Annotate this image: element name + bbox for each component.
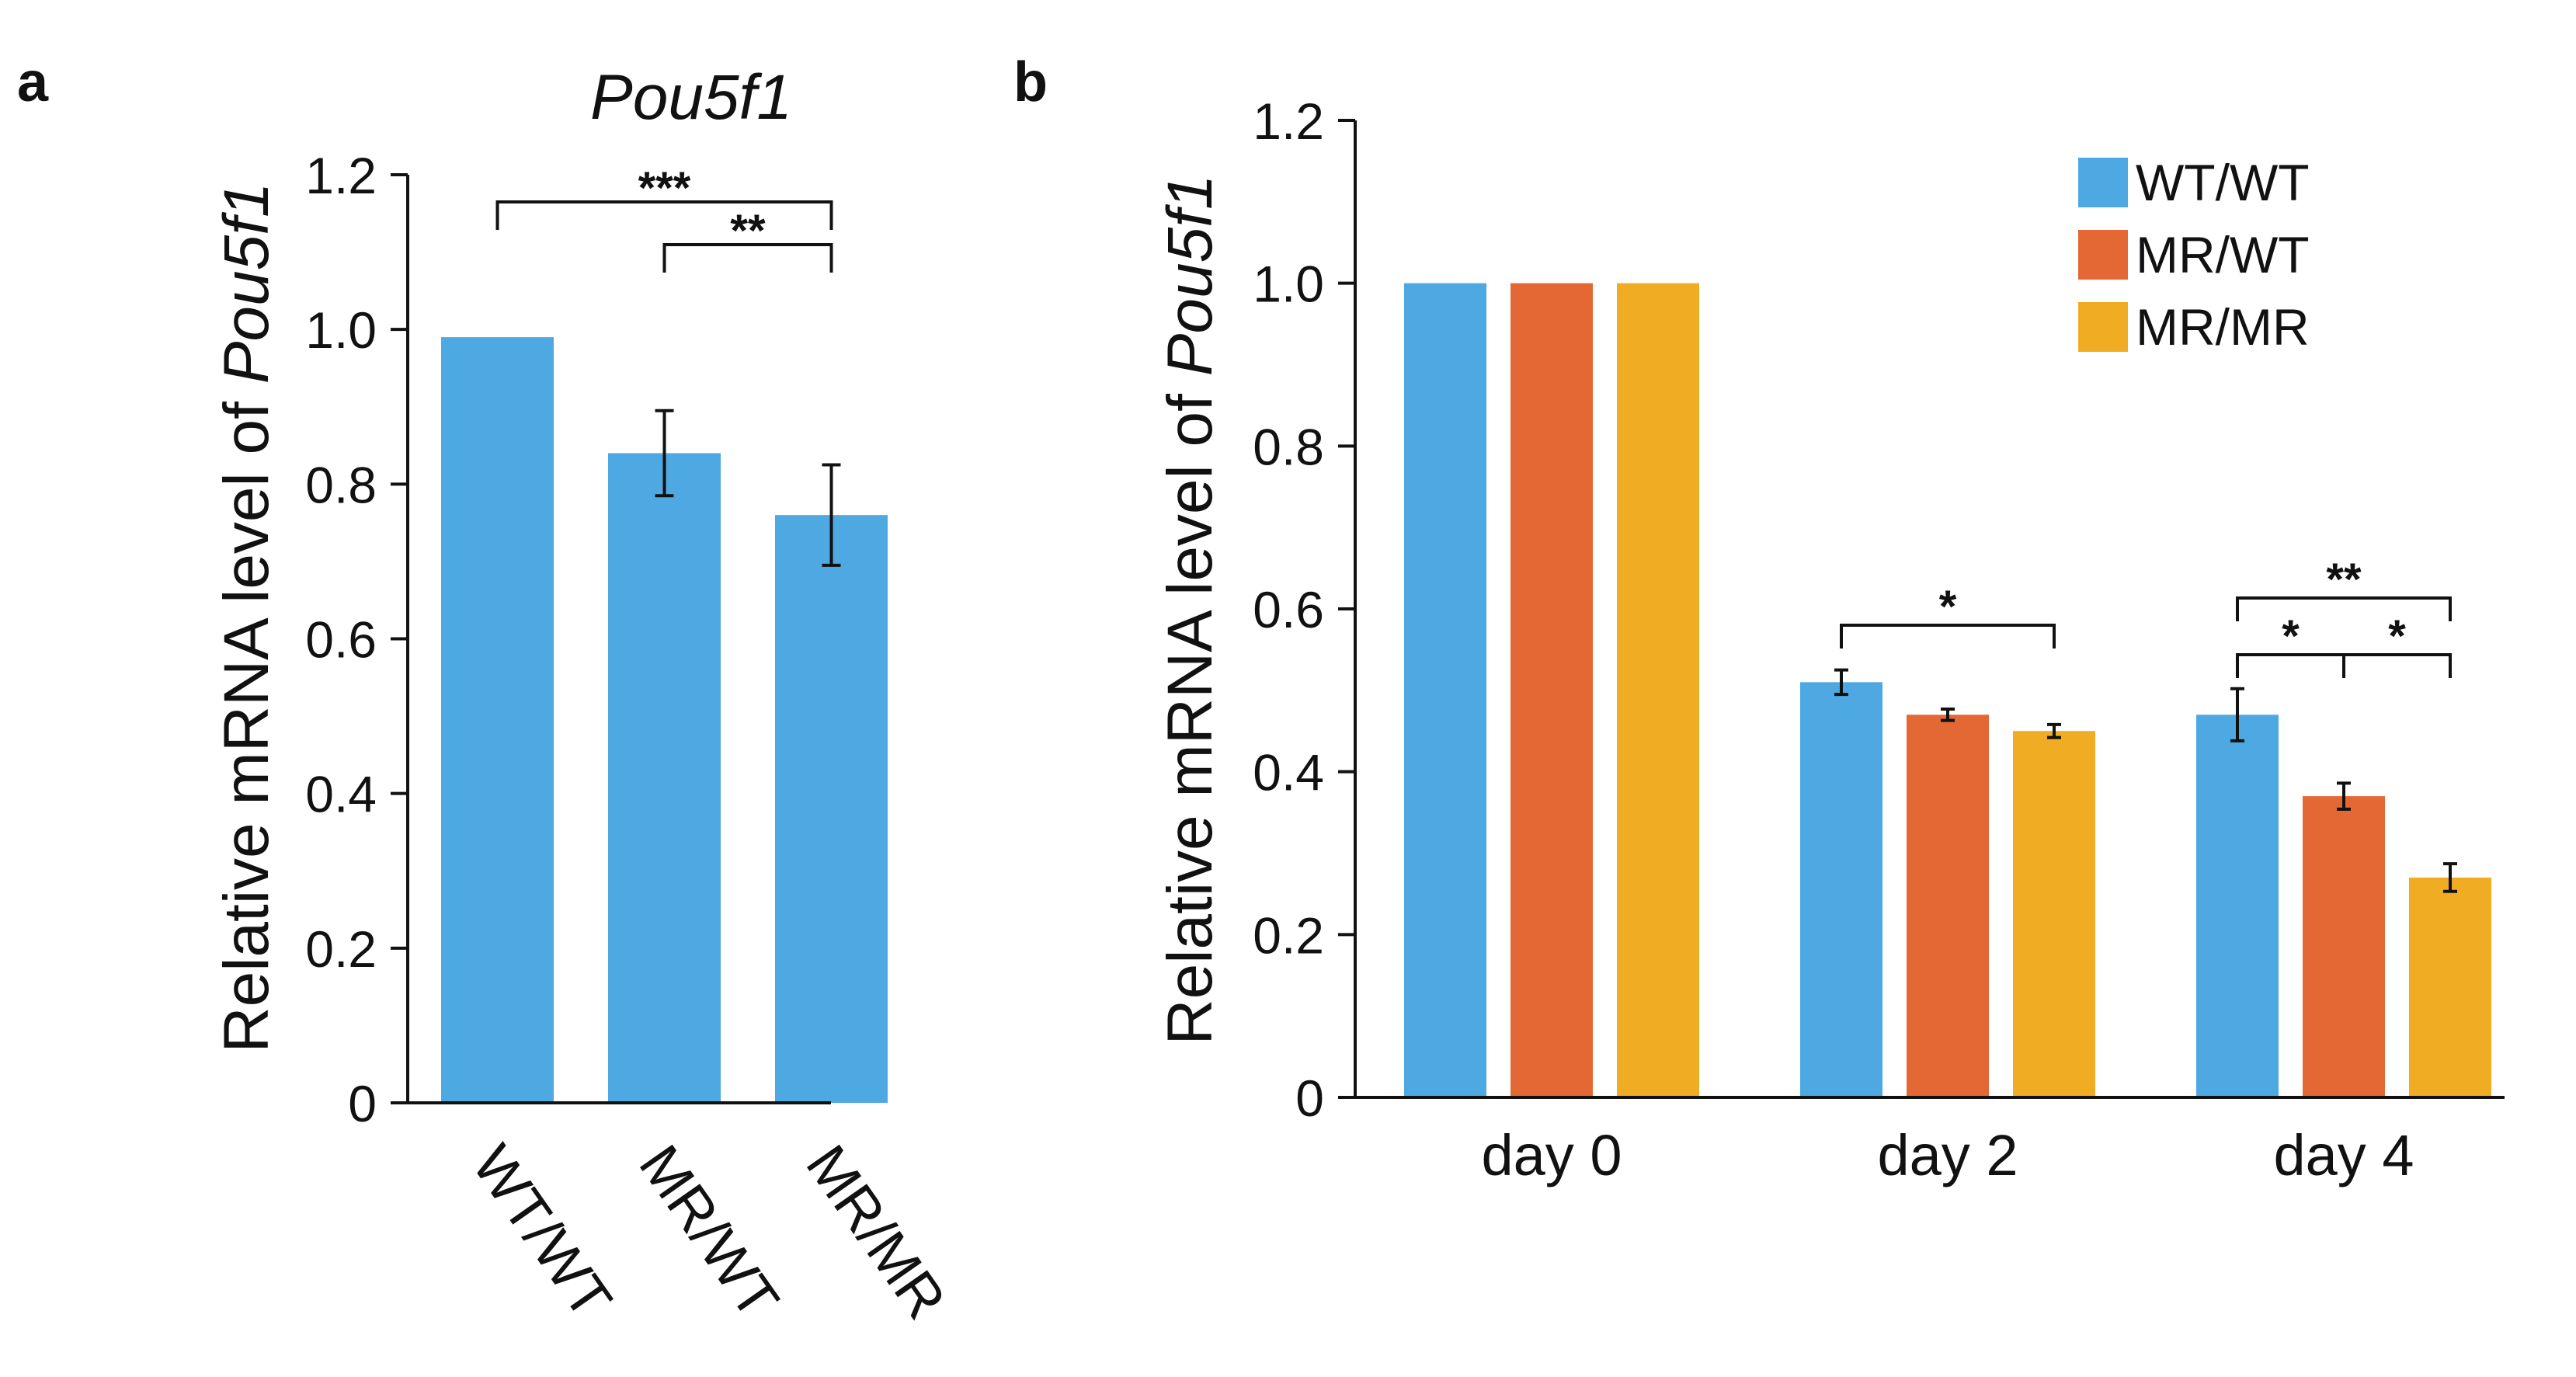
panel-a-y-tick-label: 1.2	[305, 147, 377, 204]
panel-a-title: Pou5f1	[590, 62, 792, 133]
panel-b-ylabel: Relative mRNA level of Pou5f1	[1155, 174, 1225, 1045]
panel-b-significance-bracket	[1840, 624, 2056, 649]
panel-b-legend-label: MR/WT	[2136, 226, 2310, 283]
panel-a-y-tick-label: 1.0	[305, 301, 377, 359]
panel-a-significance-bracket	[662, 243, 833, 273]
panel-b-bar	[2013, 731, 2095, 1097]
panel-a-y-tick-label: 0.4	[305, 766, 377, 823]
panel-b-error-bar	[2230, 687, 2244, 742]
panel-b-bar	[1907, 715, 1989, 1097]
panel-b-y-tick-label: 0.6	[1253, 581, 1324, 638]
panel-b-y-tick-label: 0	[1295, 1069, 1324, 1127]
panel-a-axis-lines	[406, 175, 831, 1104]
panel-a-y-tick-label: 0.8	[305, 456, 377, 513]
panel-b-significance-bracket	[2236, 596, 2452, 621]
panel-b-significance-bracket	[2342, 653, 2452, 678]
panel-a-error-bar	[655, 409, 674, 498]
panel-b-label: b	[1013, 51, 1048, 113]
panel-b-legend-swatch	[2078, 158, 2128, 207]
panel-b-axes	[1354, 120, 2505, 1099]
panel-a-y-ticks: 0 0.2 0.4 0.6 0.8 1.0 1.2	[305, 147, 408, 1132]
panel-a-ylabel-gene: Pou5f1	[211, 182, 282, 384]
panel-b-legend-swatch	[2078, 230, 2128, 280]
panel-b-error-bar	[2337, 781, 2351, 811]
panel-b-bar	[2303, 796, 2385, 1097]
panel-a-category-labels: WT/WT MR/WT MR/MR	[460, 1134, 958, 1330]
panel-b-error-bar	[2047, 722, 2061, 739]
panel-b-category-label: day 4	[2273, 1123, 2414, 1187]
panel-a-significance-label: ***	[638, 163, 691, 214]
panel-b-significance-label: *	[1939, 582, 1957, 632]
panel-a-category-label: MR/MR	[794, 1134, 958, 1330]
panel-b-y-tick-label: 0.8	[1253, 418, 1324, 475]
panel-b-y-tick-label: 1.0	[1253, 256, 1324, 313]
panel-a-bar	[608, 453, 721, 1103]
panel-b-bar	[1617, 283, 1699, 1098]
panel-b-error-bar	[2443, 862, 2457, 893]
panel-a-bar	[441, 337, 554, 1103]
panel-b-y-tick-label: 0.4	[1253, 744, 1324, 802]
panel-b-bar	[2196, 715, 2279, 1097]
panel-b-category-label: day 0	[1481, 1123, 1622, 1187]
panel-a-error-bars	[655, 409, 841, 567]
panel-b-y-tick-label: 1.2	[1253, 92, 1324, 150]
panel-a-error-bar	[822, 463, 841, 567]
panel-a-category-label: WT/WT	[460, 1134, 624, 1330]
panel-b-legend-label: WT/WT	[2136, 154, 2310, 211]
panel-b-ylabel-gene: Pou5f1	[1155, 174, 1225, 376]
panel-a-y-tick-label: 0	[348, 1075, 377, 1132]
panel-b-y-tick-label: 0.2	[1253, 906, 1324, 964]
panel-b-legend-swatch	[2078, 302, 2128, 352]
panel-b: b Relative mRNA level of Pou5f1 00.20.40…	[1013, 51, 2505, 1187]
panel-b-bar	[1510, 283, 1593, 1098]
panel-b-category-label: day 2	[1877, 1123, 2018, 1187]
panel-a-significance-label: **	[730, 206, 766, 256]
panel-a-ylabel: Relative mRNA level of Pou5f1	[211, 182, 282, 1052]
panel-a-ylabel-prefix: Relative mRNA level of	[211, 384, 282, 1052]
panel-b-bar	[1404, 283, 1486, 1098]
panel-a-bar	[775, 515, 888, 1103]
panel-a-bars	[441, 337, 888, 1103]
panel-b-ylabel-prefix: Relative mRNA level of	[1155, 376, 1225, 1045]
panel-b-error-bar	[1834, 668, 1848, 697]
panel-b-significance-label: *	[2388, 611, 2406, 662]
panel-a: a Pou5f1 Relative mRNA level of Pou5f1 0…	[17, 51, 958, 1330]
panel-a-significance-bracket	[495, 200, 833, 230]
panel-b-legend: WT/WT MR/WT MR/MR	[2078, 154, 2310, 356]
panel-b-legend-label: MR/MR	[2136, 298, 2310, 356]
panel-b-significance: **** *	[1840, 555, 2452, 678]
panel-b-category-labels: day 0 day 2 day 4	[1481, 1123, 2414, 1187]
panel-a-significance: *****	[495, 163, 833, 273]
panel-a-y-tick-label: 0.6	[305, 611, 377, 669]
panel-b-significance-label: **	[2326, 555, 2362, 605]
panel-b-bar	[1800, 682, 1882, 1097]
panel-a-label: a	[17, 51, 49, 113]
panel-b-significance-label: *	[2282, 611, 2300, 662]
panel-b-bar	[2409, 877, 2491, 1097]
panel-b-y-ticks: 0 0.2 0.4 0.6 0.8 1.0 1.2	[1253, 92, 1355, 1127]
panel-b-error-bar	[1941, 707, 1955, 722]
panel-a-axes	[406, 175, 831, 1104]
panel-b-error-bars	[1834, 668, 2457, 893]
panel-a-category-label: MR/WT	[627, 1134, 791, 1330]
panel-b-axis-lines	[1354, 120, 2505, 1099]
panel-b-bars	[1404, 283, 2491, 1098]
panel-a-y-tick-label: 0.2	[305, 920, 377, 978]
